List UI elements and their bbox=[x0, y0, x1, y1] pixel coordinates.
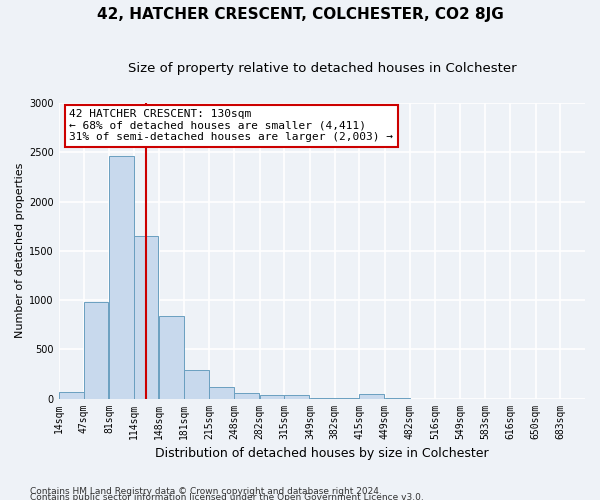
Y-axis label: Number of detached properties: Number of detached properties bbox=[15, 163, 25, 338]
Bar bbox=[59, 392, 83, 398]
Text: 42 HATCHER CRESCENT: 130sqm
← 68% of detached houses are smaller (4,411)
31% of : 42 HATCHER CRESCENT: 130sqm ← 68% of det… bbox=[70, 109, 394, 142]
Text: 42, HATCHER CRESCENT, COLCHESTER, CO2 8JG: 42, HATCHER CRESCENT, COLCHESTER, CO2 8J… bbox=[97, 8, 503, 22]
Text: Contains HM Land Registry data © Crown copyright and database right 2024.: Contains HM Land Registry data © Crown c… bbox=[30, 487, 382, 496]
Bar bbox=[134, 236, 158, 398]
Bar bbox=[284, 395, 309, 398]
X-axis label: Distribution of detached houses by size in Colchester: Distribution of detached houses by size … bbox=[155, 447, 489, 460]
Text: Contains public sector information licensed under the Open Government Licence v3: Contains public sector information licen… bbox=[30, 492, 424, 500]
Bar bbox=[234, 393, 259, 398]
Title: Size of property relative to detached houses in Colchester: Size of property relative to detached ho… bbox=[128, 62, 516, 76]
Bar bbox=[260, 394, 284, 398]
Bar bbox=[159, 316, 184, 398]
Bar bbox=[209, 386, 234, 398]
Bar bbox=[83, 302, 108, 398]
Bar bbox=[184, 370, 209, 398]
Bar bbox=[359, 394, 384, 398]
Bar bbox=[109, 156, 134, 398]
